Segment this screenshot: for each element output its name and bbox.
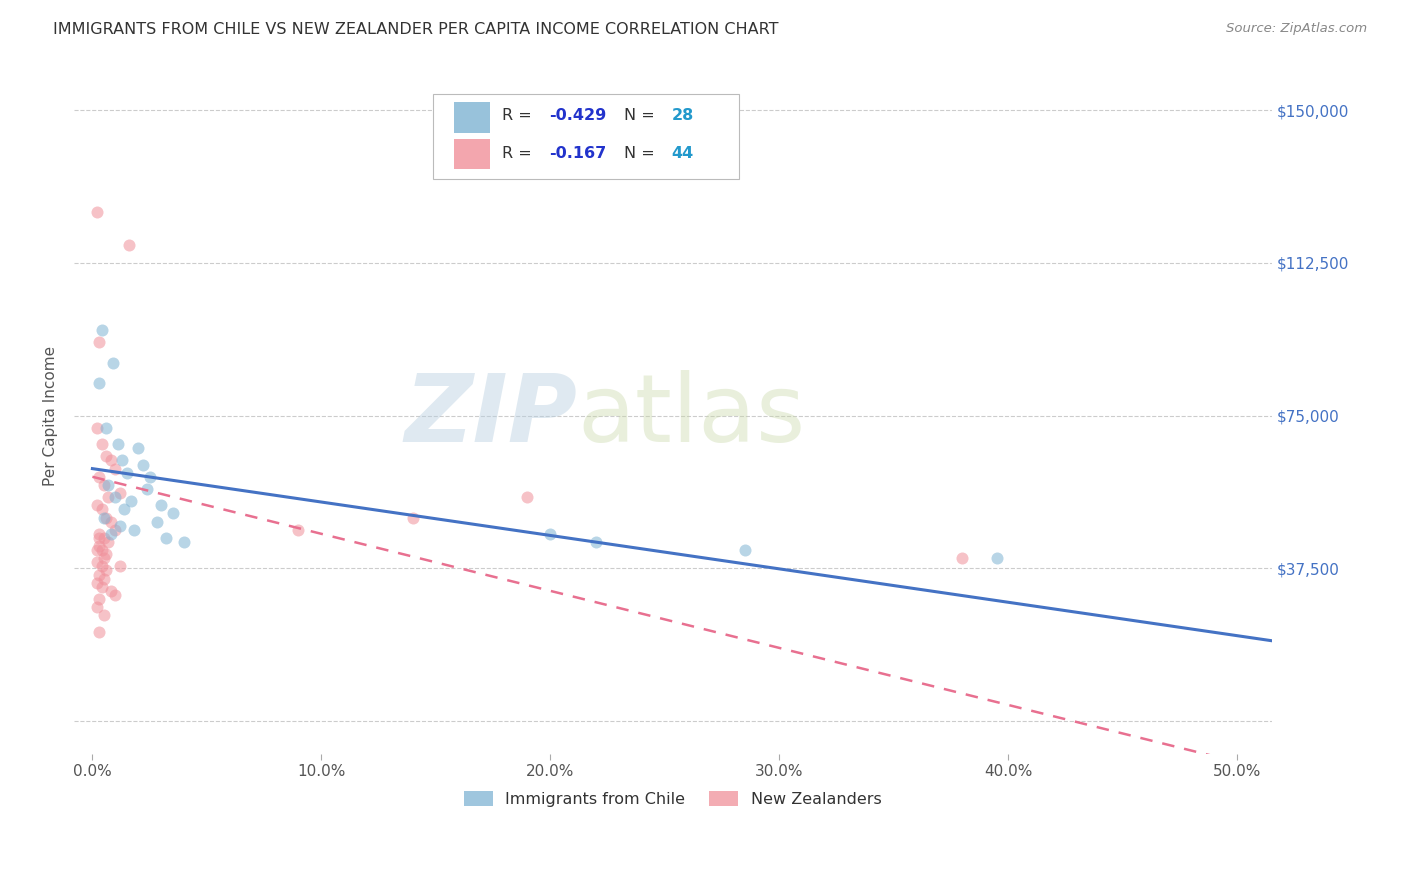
Point [89,469,111,483]
Point [402,510,425,524]
Point [162,507,184,521]
Text: 28: 28 [672,108,695,123]
Point [90,323,112,337]
Point [94,510,117,524]
Point [101,356,124,370]
Point [94,421,117,435]
Point [118,237,141,252]
Point [986,551,1008,566]
Point [108,486,131,500]
Text: N =: N = [624,146,659,161]
Point [89,531,111,545]
Text: -0.429: -0.429 [550,108,607,123]
Point [94,450,117,464]
Point [538,526,561,541]
Point [155,531,177,545]
Legend: Immigrants from Chile, New Zealanders: Immigrants from Chile, New Zealanders [457,785,889,814]
Point [86,421,108,435]
Point [86,498,108,512]
Text: atlas: atlas [576,369,806,462]
Point [122,523,145,537]
Bar [454,139,489,169]
Point [90,543,112,558]
Point [120,494,142,508]
Point [127,442,149,456]
Point [150,498,173,512]
Text: R =: R = [502,146,541,161]
Point [90,437,112,451]
Point [104,461,127,475]
Bar [454,103,489,133]
Point [93,608,115,623]
Point [104,490,127,504]
Point [136,482,159,496]
Point [173,535,195,549]
Point [145,515,167,529]
Point [97,490,120,504]
Point [93,551,115,566]
Point [89,592,111,607]
Point [94,564,117,578]
Point [93,478,115,492]
Point [104,588,127,602]
Point [287,523,309,537]
Point [89,335,111,350]
Text: R =: R = [502,108,537,123]
Point [89,567,111,582]
Point [94,547,117,561]
Point [86,600,108,615]
Point [734,543,756,558]
Point [132,458,155,472]
Point [90,559,112,574]
Y-axis label: Per Capita Income: Per Capita Income [44,345,58,486]
Text: Source: ZipAtlas.com: Source: ZipAtlas.com [1226,22,1367,36]
Point [86,575,108,590]
Point [585,535,607,549]
Point [90,580,112,594]
Point [100,515,122,529]
Text: -0.167: -0.167 [550,146,607,161]
Point [115,466,138,480]
Point [138,469,160,483]
Point [516,490,538,504]
FancyBboxPatch shape [433,95,738,179]
Point [108,518,131,533]
Point [86,205,108,219]
Point [89,526,111,541]
Point [90,502,112,516]
Point [100,453,122,467]
Point [93,531,115,545]
Point [104,523,127,537]
Point [97,478,120,492]
Point [111,453,134,467]
Text: 44: 44 [672,146,695,161]
Point [93,510,115,524]
Text: N =: N = [624,108,659,123]
Point [100,583,122,598]
Point [89,539,111,553]
Point [952,551,974,566]
Text: IMMIGRANTS FROM CHILE VS NEW ZEALANDER PER CAPITA INCOME CORRELATION CHART: IMMIGRANTS FROM CHILE VS NEW ZEALANDER P… [53,22,779,37]
Text: ZIP: ZIP [404,369,576,462]
Point [86,555,108,569]
Point [89,376,111,390]
Point [114,502,136,516]
Point [97,535,120,549]
Point [86,543,108,558]
Point [89,624,111,639]
Point [93,572,115,586]
Point [107,437,129,451]
Point [100,526,122,541]
Point [108,559,131,574]
